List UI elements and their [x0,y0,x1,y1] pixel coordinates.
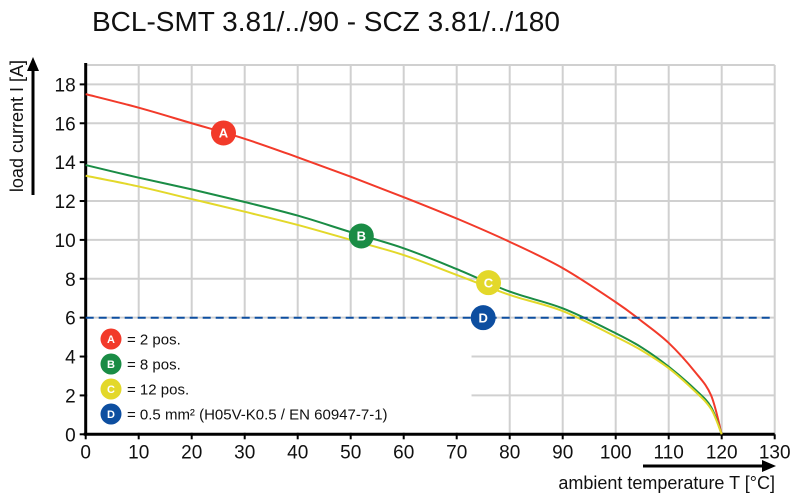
x-tick-label: 40 [287,442,308,463]
legend-marker-d [100,403,122,425]
chart-title: BCL-SMT 3.81/../90 - SCZ 3.81/../180 [92,6,560,37]
x-tick-label: 50 [340,442,361,463]
y-tick-label: 6 [65,309,76,330]
y-tick-label: 4 [65,348,76,369]
series-marker-a [211,120,236,146]
series-marker-a-letter: A [219,126,229,141]
series-marker-c [476,270,501,296]
y-tick-label: 16 [55,114,76,135]
legend-marker-a [100,328,122,350]
y-tick-label: 2 [65,386,76,407]
x-tick-label: 90 [552,442,573,463]
legend-marker-a-letter: A [107,334,115,346]
x-tick-label: 120 [706,442,738,463]
legend-marker-c [100,378,122,400]
x-tick-label: 0 [80,442,91,463]
x-axis-arrowhead [762,460,776,472]
x-tick-label: 100 [600,442,632,463]
legend-marker-c-letter: C [107,384,115,396]
y-tick-label: 18 [55,75,76,96]
x-tick-label: 70 [446,442,467,463]
y-tick-label: 10 [55,231,76,252]
x-tick-label: 60 [393,442,414,463]
y-tick-label: 0 [65,425,76,446]
legend-label-b: = 8 pos. [127,357,181,374]
x-tick-label: 130 [759,442,791,463]
y-axis-label: load current I [A] [7,60,27,192]
legend-label-d: = 0.5 mm² (H05V-K0.5 / EN 60947-7-1) [127,407,388,424]
x-tick-label: 30 [234,442,255,463]
y-tick-label: 8 [65,270,76,291]
y-axis-arrowhead [27,57,39,71]
legend-marker-d-letter: D [107,409,115,421]
legend-box [87,318,472,433]
series-marker-b-letter: B [357,229,366,244]
legend-label-c: = 12 pos. [127,382,189,399]
series-marker-c-letter: C [484,275,494,290]
legend-label-a: = 2 pos. [127,332,181,349]
legend-marker-b [100,353,122,375]
series-marker-b [348,223,374,249]
x-tick-label: 80 [499,442,520,463]
x-tick-label: 110 [654,442,684,463]
series-marker-d [470,305,496,331]
series-marker-d-letter: D [479,310,488,325]
y-tick-label: 12 [55,192,76,213]
x-axis-label: ambient temperature T [°C] [558,473,775,493]
x-tick-label: 20 [181,442,202,463]
y-tick-label: 14 [55,153,77,174]
legend-marker-b-letter: B [107,359,115,371]
x-tick-label: 10 [128,442,149,463]
